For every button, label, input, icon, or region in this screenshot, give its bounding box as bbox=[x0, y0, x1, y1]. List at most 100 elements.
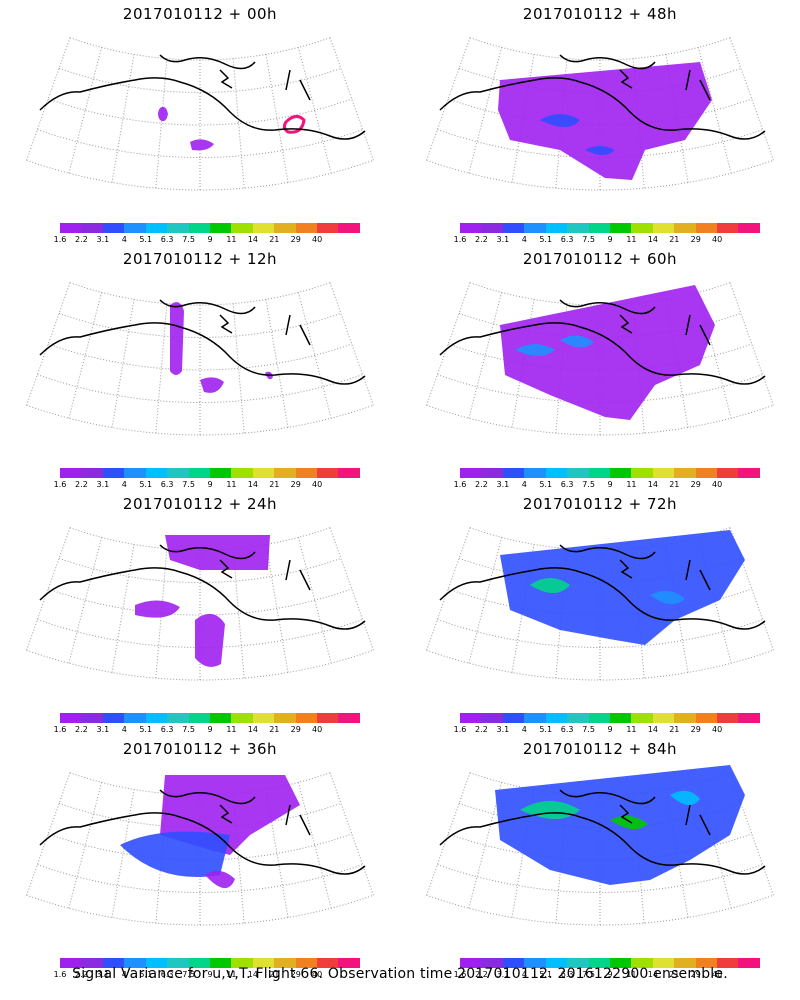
colorbar-segment bbox=[60, 468, 82, 478]
latitude-line bbox=[437, 619, 763, 648]
colorbar-segment bbox=[545, 468, 568, 478]
map-panel: 2017010112 + 00h 1.6 2.2 3.1 4 5.1 6.3 7.5 9 11 14… bbox=[0, 0, 400, 245]
colorbar-tick-label: 2.2 bbox=[475, 970, 488, 979]
colorbar-segment bbox=[502, 713, 525, 723]
colorbar-tick-label: 11 bbox=[626, 725, 637, 734]
variance-region bbox=[205, 870, 235, 889]
colorbar-segment bbox=[652, 468, 675, 478]
colorbar-tick-label: 21 bbox=[269, 725, 280, 734]
latitude-line bbox=[26, 894, 374, 926]
colorbar-segment bbox=[460, 713, 482, 723]
colorbar-tick-label: 1.6 bbox=[53, 725, 67, 734]
longitude-line bbox=[265, 54, 289, 183]
colorbar-segment bbox=[738, 958, 760, 968]
colorbar-tick-label: 3.1 bbox=[96, 970, 110, 979]
colorbar-segment bbox=[609, 223, 632, 233]
colorbar-tick-label: 5.1 bbox=[539, 480, 553, 489]
colorbar-tick-label: 21 bbox=[269, 970, 280, 979]
colorbar-tick-label: 5.1 bbox=[539, 235, 553, 244]
variance-region bbox=[500, 530, 745, 645]
projection-map bbox=[426, 527, 774, 681]
latitude-line bbox=[458, 802, 742, 828]
colorbar-segment bbox=[631, 223, 653, 233]
colorbar-segment bbox=[524, 713, 546, 723]
colorbar-tick-label: 9 bbox=[207, 235, 213, 244]
colorbar-segment bbox=[188, 223, 210, 233]
variance-region bbox=[560, 335, 594, 348]
colorbar-segment bbox=[545, 958, 568, 968]
colorbar-segment bbox=[188, 958, 210, 968]
map-panel: 2017010112 + 24h 1.6 2.2 3.1 4 5.1 6.3 7.5 9 11 14… bbox=[0, 490, 400, 735]
colorbar-segment bbox=[124, 713, 146, 723]
longitude-line bbox=[426, 37, 471, 161]
colorbar-tick-label: 2.2 bbox=[75, 235, 88, 244]
colorbar-segment bbox=[631, 468, 653, 478]
latitude-line bbox=[426, 649, 774, 681]
panel-title: 2017010112 + 00h bbox=[122, 5, 278, 23]
colorbar-segment bbox=[481, 468, 503, 478]
longitude-line bbox=[26, 527, 71, 651]
longitude-line bbox=[68, 782, 103, 909]
latitude-line bbox=[426, 894, 774, 926]
longitude-line bbox=[697, 47, 732, 174]
colorbar-segment bbox=[609, 468, 632, 478]
colorbar bbox=[460, 468, 760, 478]
coastline bbox=[439, 544, 766, 630]
projection-map bbox=[26, 282, 374, 436]
variance-region bbox=[165, 535, 270, 570]
colorbar-segment bbox=[695, 713, 718, 723]
colorbar-segment bbox=[338, 958, 360, 968]
colorbar-segment bbox=[252, 958, 275, 968]
colorbar-tick-label: 7.5 bbox=[582, 480, 595, 489]
longitude-line bbox=[26, 772, 71, 896]
colorbar bbox=[60, 713, 360, 723]
colorbar-segment bbox=[124, 468, 146, 478]
colorbar-segment bbox=[81, 468, 103, 478]
colorbar-tick-label: 4 bbox=[121, 725, 127, 734]
colorbar-tick-label: 1.6 bbox=[53, 480, 67, 489]
colorbar-segment bbox=[567, 223, 589, 233]
colorbar-segment bbox=[102, 223, 125, 233]
colorbar-segment bbox=[524, 958, 546, 968]
colorbar-tick-label: 14 bbox=[247, 970, 258, 979]
colorbar bbox=[60, 223, 360, 233]
colorbar-tick-label: 21 bbox=[669, 970, 680, 979]
variance-region bbox=[120, 831, 230, 877]
variance-region bbox=[500, 285, 715, 420]
colorbar-tick-label: 1.6 bbox=[453, 235, 467, 244]
variance-region bbox=[158, 106, 168, 122]
colorbar-segment bbox=[252, 223, 275, 233]
colorbar-labels: 1.6 2.2 3.1 4 5.1 6.3 7.5 9 11 14 21 29 40 bbox=[54, 970, 360, 980]
latitude-line bbox=[69, 282, 331, 306]
colorbar-segment bbox=[231, 468, 253, 478]
colorbar-segment bbox=[631, 713, 653, 723]
longitude-line bbox=[155, 58, 168, 189]
latitude-line bbox=[26, 649, 374, 681]
projection-map bbox=[26, 772, 374, 926]
longitude-line bbox=[329, 772, 374, 896]
latitude-line bbox=[58, 67, 342, 93]
colorbar-tick-label: 14 bbox=[647, 970, 658, 979]
colorbar-segment bbox=[652, 223, 675, 233]
colorbar bbox=[460, 223, 760, 233]
colorbar-segment bbox=[738, 223, 760, 233]
colorbar-tick-label: 7.5 bbox=[582, 970, 595, 979]
colorbar-segment bbox=[167, 223, 189, 233]
colorbar-segment bbox=[338, 468, 360, 478]
colorbar-tick-label: 6.3 bbox=[160, 970, 174, 979]
variance-region bbox=[650, 590, 685, 605]
panel-title: 2017010112 + 12h bbox=[122, 250, 278, 268]
colorbar-segment bbox=[295, 468, 318, 478]
variance-region bbox=[670, 790, 700, 806]
variance-region bbox=[195, 613, 225, 667]
colorbar-tick-label: 40 bbox=[312, 480, 323, 489]
variance-region bbox=[515, 344, 555, 356]
colorbar-tick-label: 11 bbox=[226, 235, 237, 244]
colorbar-labels: 1.6 2.2 3.1 4 5.1 6.3 7.5 9 11 14 21 29 40 bbox=[54, 725, 360, 735]
colorbar-segment bbox=[695, 468, 718, 478]
colorbar-segment bbox=[274, 958, 296, 968]
variance-region bbox=[135, 600, 180, 618]
colorbar-tick-label: 6.3 bbox=[160, 480, 174, 489]
map-panel: 2017010112 + 72h 1.6 2.2 3.1 4 5.1 6.3 7.5 9 11 14… bbox=[400, 490, 800, 735]
colorbar-tick-label: 2.2 bbox=[75, 725, 88, 734]
